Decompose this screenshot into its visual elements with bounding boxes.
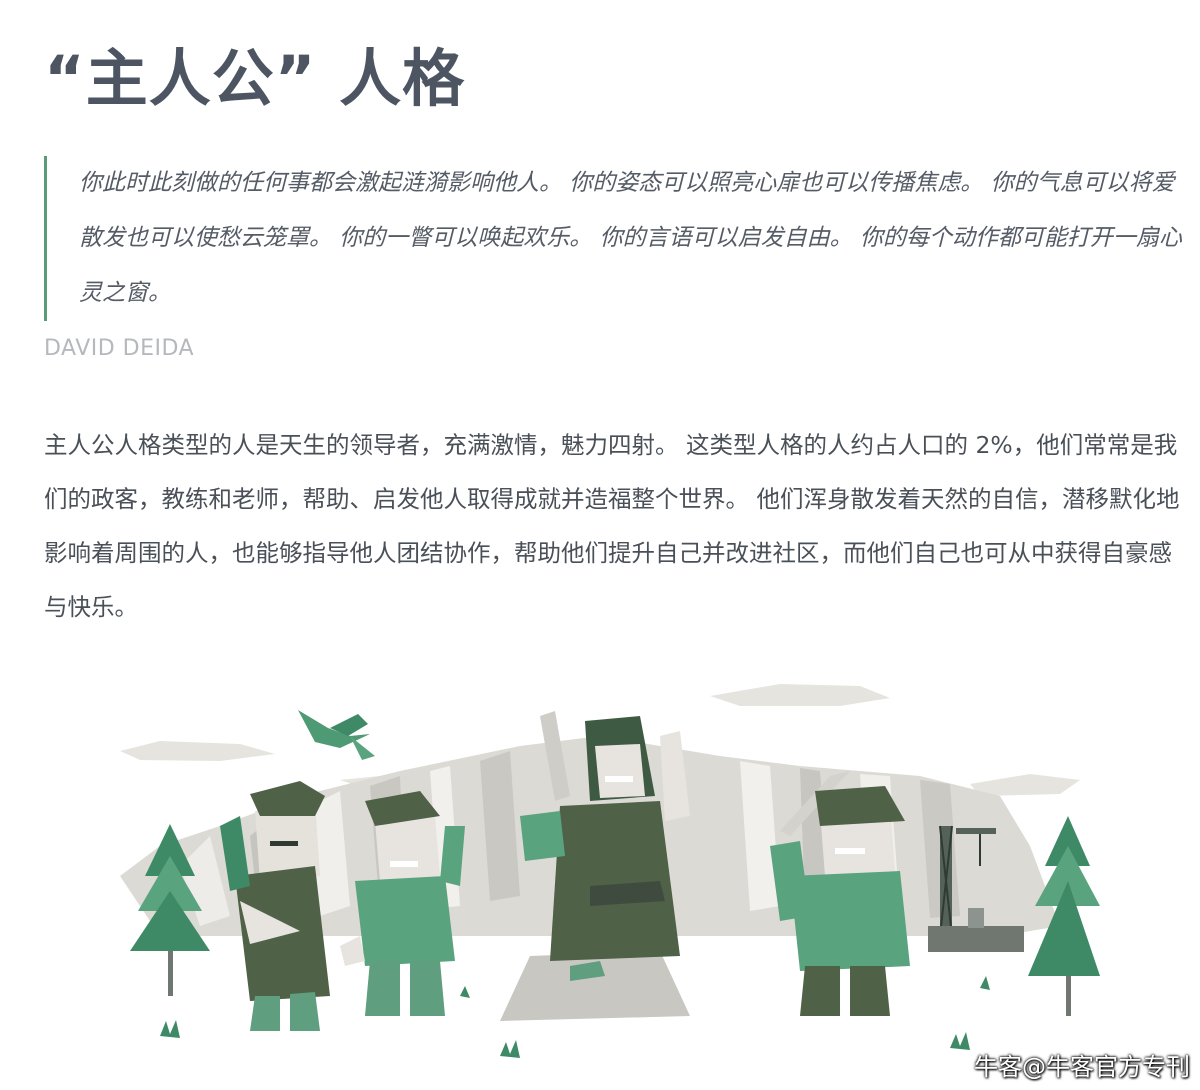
- intro-paragraph: 主人公人格类型的人是天生的领导者，充满激情，魅力四射。 这类型人格的人约占人口的…: [44, 431, 1180, 621]
- grass-tuft: [160, 1020, 180, 1038]
- waving-hero-figure: [340, 791, 465, 1016]
- sword-hero-figure: [770, 771, 910, 1016]
- ground: [100, 996, 1100, 1090]
- watermark: 牛客@牛客官方专刊: [974, 1053, 1190, 1081]
- page-title: “主人公” 人格: [44, 42, 466, 115]
- cloud-shape: [710, 684, 890, 706]
- dragon-figure: [298, 710, 375, 760]
- tree-left: [130, 824, 210, 996]
- cloud-shape: [120, 741, 275, 761]
- grass-tuft: [980, 976, 990, 990]
- quote-text: 你此时此刻做的任何事都会激起涟漪影响他人。 你的姿态可以照亮心扉也可以传播焦虑。…: [79, 170, 1182, 306]
- quote-author: DAVID DEIDA: [44, 336, 195, 361]
- archer-figure: [220, 781, 330, 1031]
- central-hero-figure: [500, 711, 690, 1021]
- grass-tuft: [500, 1040, 520, 1058]
- hero-illustration: [100, 684, 1100, 1090]
- tree-right: [1028, 816, 1100, 1016]
- grass-tuft: [950, 1032, 970, 1050]
- tower-structure: [928, 825, 1024, 952]
- grass-tuft: [460, 986, 470, 998]
- cloud-shape: [970, 774, 1080, 796]
- quote-block: 你此时此刻做的任何事都会激起涟漪影响他人。 你的姿态可以照亮心扉也可以传播焦虑。…: [44, 156, 1184, 321]
